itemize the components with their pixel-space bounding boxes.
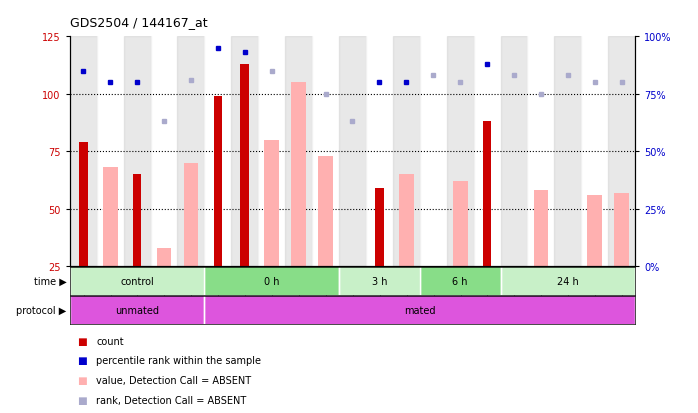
- Bar: [124, 37, 151, 266]
- Bar: [500, 267, 635, 295]
- Text: mated: mated: [404, 305, 436, 315]
- Bar: [588, 195, 602, 266]
- Bar: [339, 37, 366, 266]
- Bar: [393, 37, 419, 266]
- Bar: [265, 140, 279, 266]
- Bar: [339, 267, 419, 295]
- Bar: [258, 37, 285, 266]
- Bar: [103, 168, 117, 266]
- Bar: [533, 191, 549, 266]
- Bar: [419, 37, 447, 266]
- Bar: [614, 193, 629, 266]
- Text: 24 h: 24 h: [557, 276, 579, 286]
- Bar: [581, 37, 608, 266]
- Bar: [241, 65, 249, 266]
- Bar: [151, 37, 177, 266]
- Text: 6 h: 6 h: [452, 276, 468, 286]
- Bar: [231, 37, 258, 266]
- Bar: [70, 296, 205, 324]
- Bar: [70, 37, 97, 266]
- Bar: [214, 97, 222, 266]
- Text: 3 h: 3 h: [371, 276, 387, 286]
- Bar: [375, 188, 384, 266]
- Text: ■: ■: [77, 356, 87, 366]
- Text: ■: ■: [77, 336, 87, 346]
- Bar: [474, 37, 500, 266]
- Bar: [608, 37, 635, 266]
- Text: time ▶: time ▶: [34, 276, 66, 286]
- Bar: [70, 267, 205, 295]
- Text: percentile rank within the sample: percentile rank within the sample: [96, 356, 261, 366]
- Text: GDS2504 / 144167_at: GDS2504 / 144167_at: [70, 16, 207, 29]
- Bar: [453, 182, 468, 266]
- Text: ■: ■: [77, 375, 87, 385]
- Text: rank, Detection Call = ABSENT: rank, Detection Call = ABSENT: [96, 395, 246, 405]
- Bar: [205, 267, 339, 295]
- Bar: [419, 267, 500, 295]
- Bar: [205, 296, 635, 324]
- Bar: [500, 37, 528, 266]
- Bar: [483, 122, 491, 266]
- Bar: [312, 37, 339, 266]
- Bar: [447, 37, 474, 266]
- Text: unmated: unmated: [115, 305, 159, 315]
- Text: 0 h: 0 h: [264, 276, 279, 286]
- Bar: [399, 175, 414, 266]
- Bar: [285, 37, 312, 266]
- Text: control: control: [120, 276, 154, 286]
- Bar: [177, 37, 205, 266]
- Bar: [205, 37, 231, 266]
- Bar: [291, 83, 306, 266]
- Bar: [156, 248, 172, 266]
- Bar: [184, 163, 198, 266]
- Bar: [554, 37, 581, 266]
- Bar: [318, 157, 333, 266]
- Bar: [97, 37, 124, 266]
- Text: value, Detection Call = ABSENT: value, Detection Call = ABSENT: [96, 375, 251, 385]
- Bar: [133, 175, 142, 266]
- Bar: [528, 37, 554, 266]
- Text: ■: ■: [77, 395, 87, 405]
- Text: count: count: [96, 336, 124, 346]
- Bar: [79, 142, 87, 266]
- Text: protocol ▶: protocol ▶: [16, 305, 66, 315]
- Bar: [366, 37, 393, 266]
